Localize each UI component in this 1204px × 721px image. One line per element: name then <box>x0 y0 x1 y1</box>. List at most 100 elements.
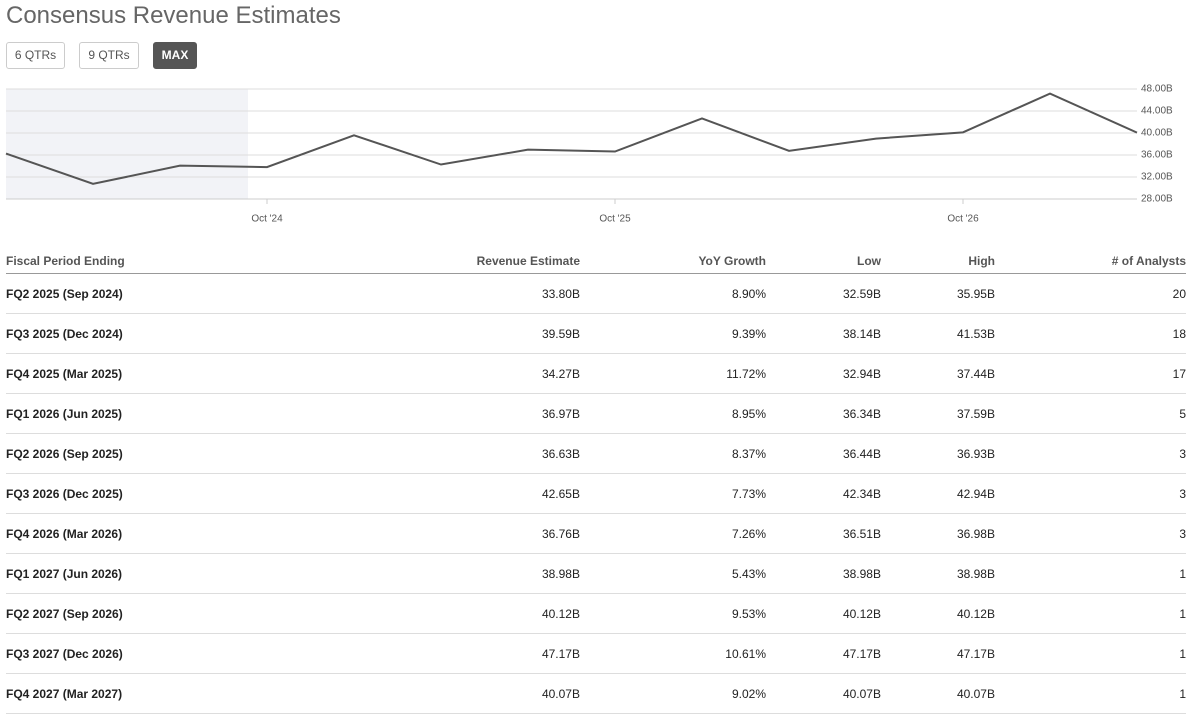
table-cell: 42.65B <box>306 473 580 514</box>
history-band <box>6 89 248 199</box>
x-tick-label: Oct '25 <box>599 214 631 225</box>
table-cell: 33.80B <box>306 273 580 314</box>
table-row: FQ3 2025 (Dec 2024) 39.59B 9.39% 38.14B 41.5… <box>6 313 1186 354</box>
x-tick-label: Oct '24 <box>251 214 283 225</box>
column-header: Revenue Estimate <box>306 248 580 274</box>
table-cell: 7.73% <box>580 473 766 514</box>
x-tick-label: Oct '26 <box>947 214 979 225</box>
table-cell: 1 <box>995 673 1186 714</box>
header-row: Fiscal Period Ending Revenue Estimate YoY … <box>6 248 1186 274</box>
table-cell: 37.44B <box>881 353 995 394</box>
table-row: FQ1 2026 (Jun 2025) 36.97B 8.95% 36.34B 37.5… <box>6 393 1186 434</box>
table-cell: 3 <box>995 513 1186 554</box>
table-cell: 32.59B <box>766 273 881 314</box>
table-cell: FQ2 2025 (Sep 2024) <box>6 273 306 314</box>
table-cell: 36.97B <box>306 393 580 434</box>
table-cell: 36.76B <box>306 513 580 554</box>
table-cell: 17 <box>995 353 1186 394</box>
table-row: FQ2 2026 (Sep 2025) 36.63B 8.37% 36.44B 36.9… <box>6 433 1186 474</box>
table-row: FQ4 2025 (Mar 2025) 34.27B 11.72% 32.94B 37.… <box>6 353 1186 394</box>
range-button[interactable]: MAX <box>153 42 197 69</box>
table-row: FQ3 2027 (Dec 2026) 47.17B 10.61% 47.17B 47.… <box>6 633 1186 674</box>
table-cell: 5.43% <box>580 553 766 594</box>
range-button[interactable]: 9 QTRs <box>79 42 139 69</box>
table-cell: 3 <box>995 473 1186 514</box>
table-cell: 39.59B <box>306 313 580 354</box>
table-cell: 32.94B <box>766 353 881 394</box>
table-cell: 47.17B <box>766 633 881 674</box>
table-cell: 40.12B <box>766 593 881 634</box>
table-cell: FQ3 2026 (Dec 2025) <box>6 473 306 514</box>
table-cell: FQ2 2027 (Sep 2026) <box>6 593 306 634</box>
table-cell: 8.90% <box>580 273 766 314</box>
y-tick-label: 40.00B <box>1141 128 1173 139</box>
table-cell: 1 <box>995 633 1186 674</box>
table-cell: 5 <box>995 393 1186 434</box>
table-cell: FQ4 2025 (Mar 2025) <box>6 353 306 394</box>
column-header: High <box>881 248 995 274</box>
table-cell: 9.53% <box>580 593 766 634</box>
table-cell: 40.07B <box>306 673 580 714</box>
range-button[interactable]: 6 QTRs <box>6 42 65 69</box>
table-cell: FQ4 2026 (Mar 2026) <box>6 513 306 554</box>
y-tick-label: 32.00B <box>1141 172 1173 183</box>
table-cell: FQ1 2026 (Jun 2025) <box>6 393 306 434</box>
table-cell: 36.51B <box>766 513 881 554</box>
table-cell: 36.63B <box>306 433 580 474</box>
table-cell: FQ1 2027 (Jun 2026) <box>6 553 306 594</box>
table-cell: 8.37% <box>580 433 766 474</box>
table-cell: 37.59B <box>881 393 995 434</box>
table-cell: 41.53B <box>881 313 995 354</box>
table-cell: 36.98B <box>881 513 995 554</box>
column-header: Low <box>766 248 881 274</box>
table-cell: 1 <box>995 593 1186 634</box>
table-cell: 38.98B <box>881 553 995 594</box>
table-row: FQ2 2027 (Sep 2026) 40.12B 9.53% 40.12B 40.1… <box>6 593 1186 634</box>
table-cell: FQ2 2026 (Sep 2025) <box>6 433 306 474</box>
table-row: FQ4 2027 (Mar 2027) 40.07B 9.02% 40.07B 40.0… <box>6 673 1186 714</box>
table-cell: 7.26% <box>580 513 766 554</box>
chart: 28.00B 32.00B 36.00B 40.00B 44.00B 48.00B Oct … <box>5 84 1173 225</box>
table-row: FQ3 2026 (Dec 2025) 42.65B 7.73% 42.34B 42.9… <box>6 473 1186 514</box>
page-title: Consensus Revenue Estimates <box>6 2 341 29</box>
table-cell: 1 <box>995 553 1186 594</box>
estimates-table: Fiscal Period Ending Revenue Estimate YoY … <box>6 248 1186 714</box>
table-cell: 18 <box>995 313 1186 354</box>
table-cell: 38.98B <box>766 553 881 594</box>
table-cell: 34.27B <box>306 353 580 394</box>
table-cell: 42.34B <box>766 473 881 514</box>
column-header: YoY Growth <box>580 248 766 274</box>
table-cell: FQ3 2027 (Dec 2026) <box>6 633 306 674</box>
table-row: FQ4 2026 (Mar 2026) 36.76B 7.26% 36.51B 36.9… <box>6 513 1186 554</box>
table-cell: FQ3 2025 (Dec 2024) <box>6 313 306 354</box>
y-tick-label: 44.00B <box>1141 106 1173 117</box>
table-cell: 47.17B <box>881 633 995 674</box>
column-header: # of Analysts <box>995 248 1186 274</box>
table-cell: 9.02% <box>580 673 766 714</box>
table-cell: 36.34B <box>766 393 881 434</box>
line-series <box>5 92 1138 185</box>
table-cell: 40.07B <box>766 673 881 714</box>
table-cell: 38.98B <box>306 553 580 594</box>
table-row: FQ1 2027 (Jun 2026) 38.98B 5.43% 38.98B 38.9… <box>6 553 1186 594</box>
y-tick-label: 36.00B <box>1141 150 1173 161</box>
table-cell: 9.39% <box>580 313 766 354</box>
table-cell: FQ4 2027 (Mar 2027) <box>6 673 306 714</box>
table-cell: 11.72% <box>580 353 766 394</box>
table-cell: 20 <box>995 273 1186 314</box>
table-cell: 40.12B <box>306 593 580 634</box>
table-row: FQ2 2025 (Sep 2024) 33.80B 8.90% 32.59B 35.9… <box>6 273 1186 314</box>
table-cell: 10.61% <box>580 633 766 674</box>
y-tick-label: 28.00B <box>1141 194 1173 205</box>
table-cell: 36.44B <box>766 433 881 474</box>
column-header: Fiscal Period Ending <box>6 248 306 274</box>
table-cell: 42.94B <box>881 473 995 514</box>
table-cell: 35.95B <box>881 273 995 314</box>
y-tick-label: 48.00B <box>1141 84 1173 95</box>
table-cell: 38.14B <box>766 313 881 354</box>
table-cell: 8.95% <box>580 393 766 434</box>
table-cell: 40.07B <box>881 673 995 714</box>
table-cell: 36.93B <box>881 433 995 474</box>
table-cell: 47.17B <box>306 633 580 674</box>
